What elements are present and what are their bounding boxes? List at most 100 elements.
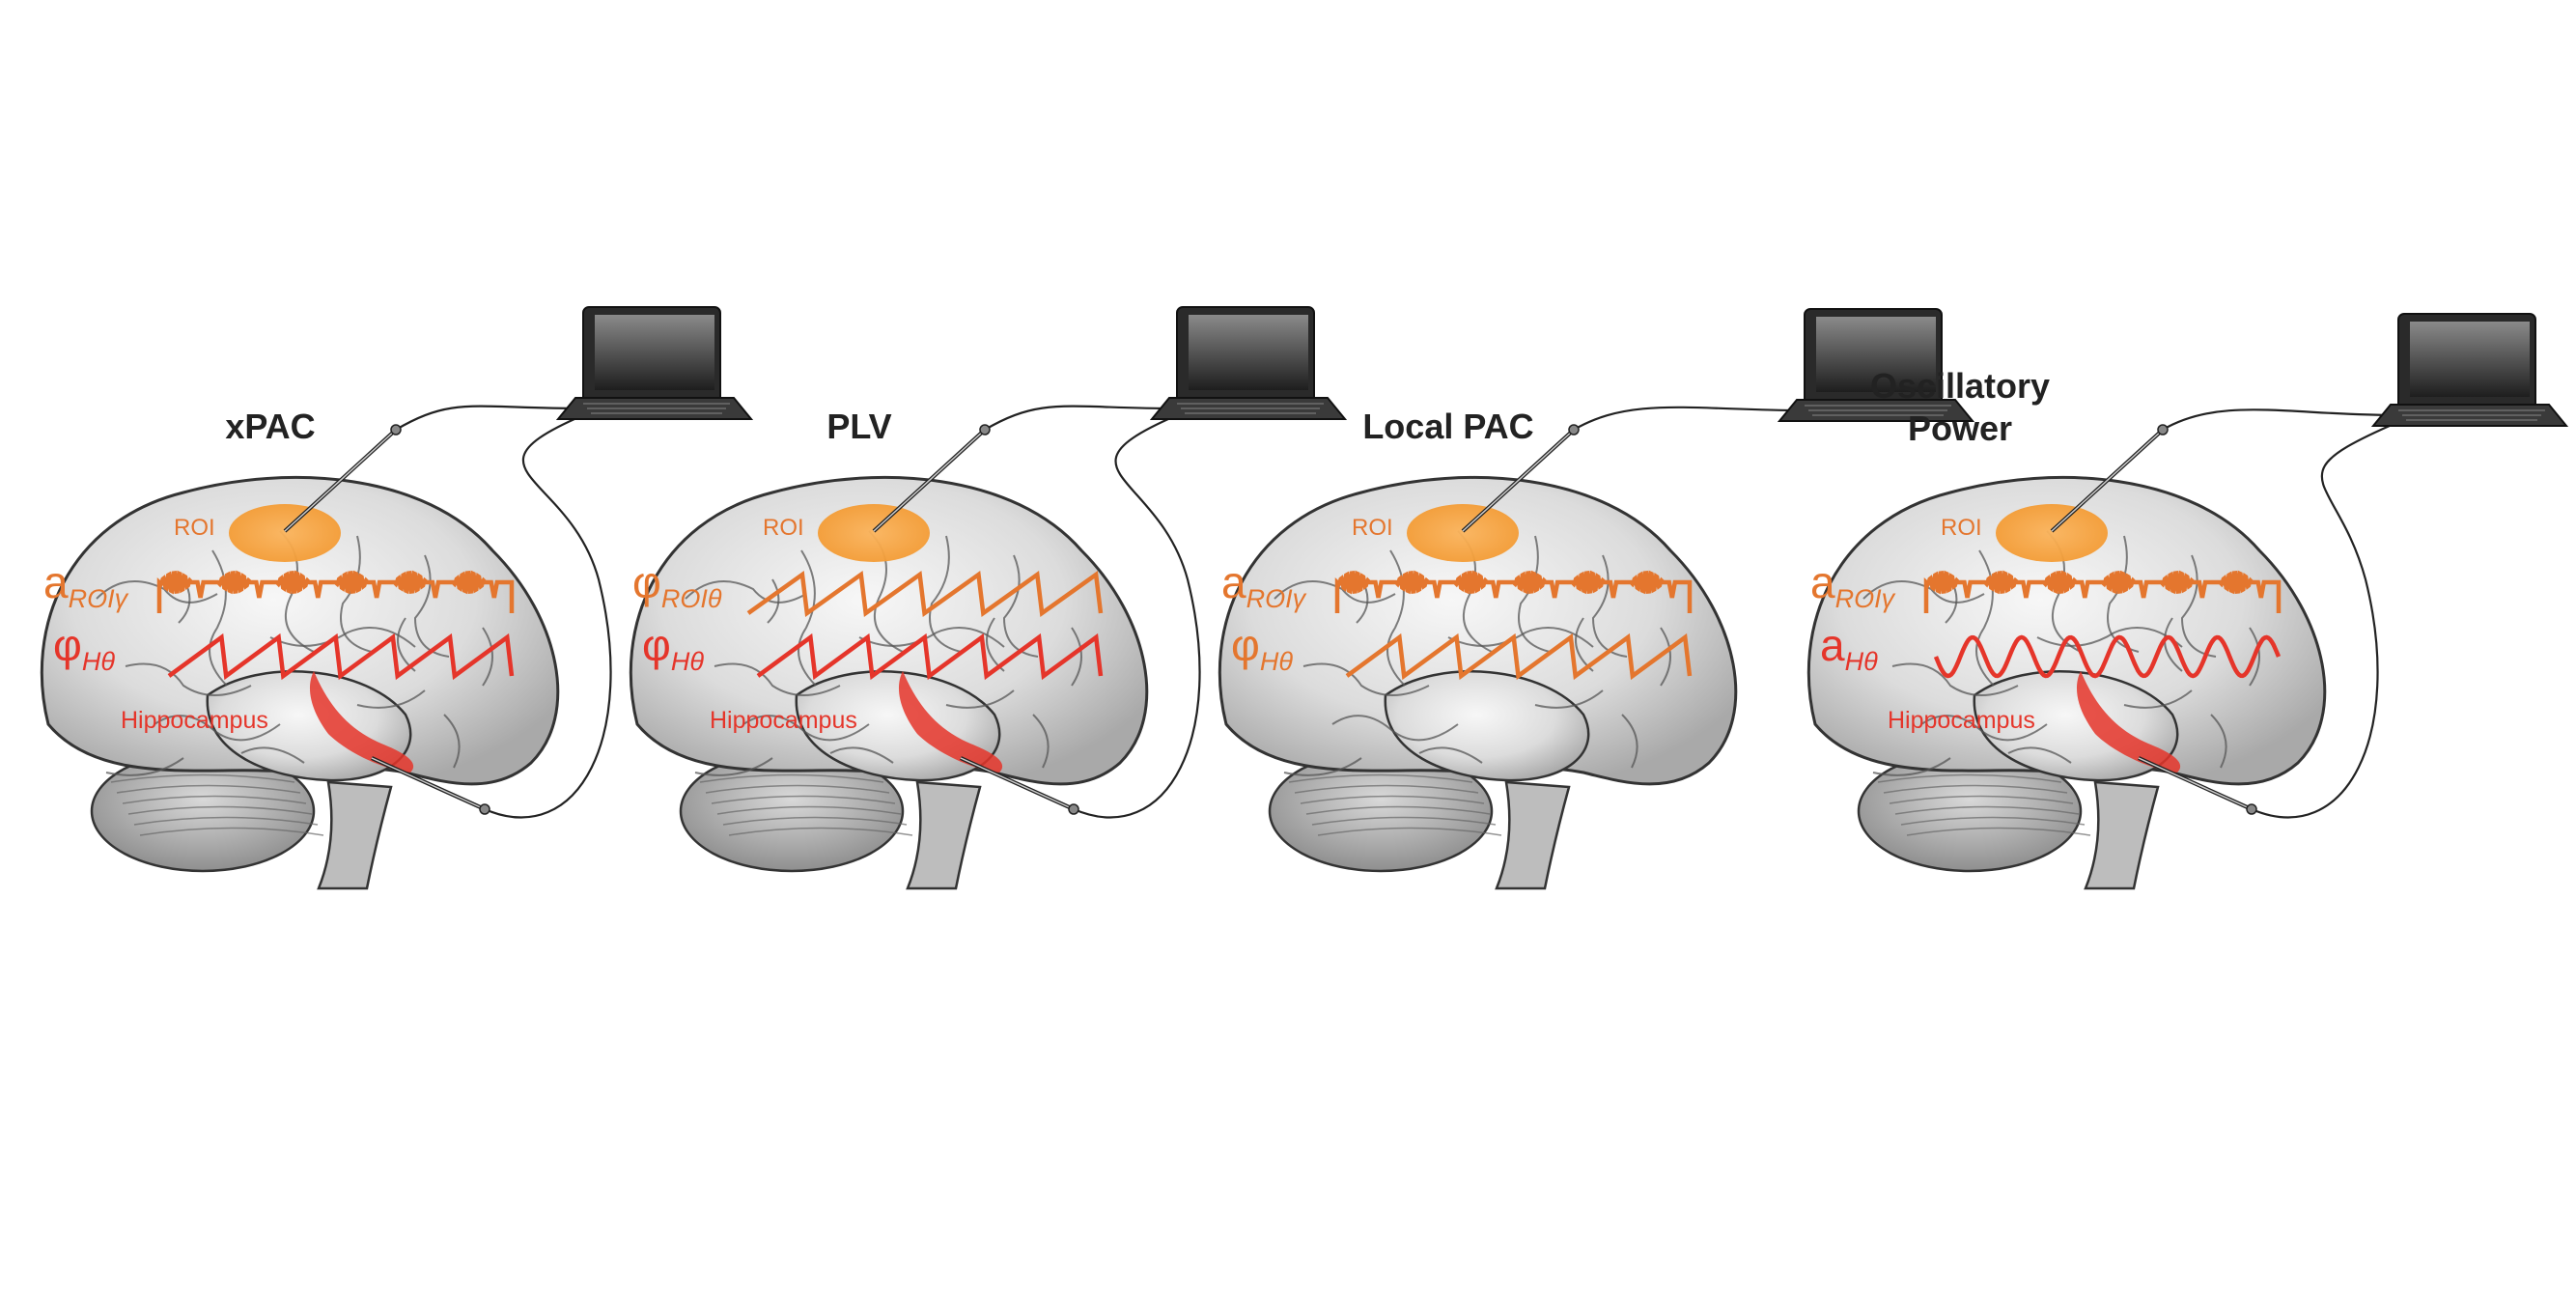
- signal-2-waveform: [1345, 632, 1693, 681]
- electrode-probe-highlight: [2138, 757, 2253, 810]
- brain-sulcus: [929, 535, 962, 653]
- brain-sulcus: [2036, 627, 2183, 648]
- cerebellum-fold: [139, 827, 324, 836]
- cerebellum-fold: [1288, 773, 1473, 783]
- brain-sulcus: [209, 549, 228, 687]
- roi-region: [818, 504, 930, 562]
- electrode-probe-highlight: [2051, 429, 2164, 532]
- brain-sulcus: [1872, 757, 1951, 776]
- brain-sulcus: [1920, 715, 2048, 742]
- signal-2-label-symbol: φ: [53, 620, 82, 670]
- brain-sulcus: [2249, 627, 2260, 687]
- brain-sulcus: [105, 757, 184, 776]
- roi-region: [1996, 504, 2108, 562]
- signal-2-waveform: [756, 632, 1104, 681]
- cerebellum-fold: [1906, 827, 2091, 836]
- laptop-screen: [2410, 322, 2530, 397]
- laptop-screen: [1816, 317, 1936, 392]
- signal-2-label-symbol: φ: [642, 620, 671, 670]
- panel-title-line1: xPAC: [225, 407, 316, 446]
- brain-sulcus: [1621, 714, 1638, 769]
- electrode-probe-highlight: [960, 757, 1075, 810]
- hippocampus-label: Hippocampus: [1888, 707, 2035, 734]
- signal-2-label: aHθ: [1820, 623, 1878, 684]
- brain-sulcus: [356, 689, 426, 709]
- roi-label: ROI: [174, 515, 215, 541]
- brain-sulcus: [1283, 757, 1362, 776]
- brain-sulcus: [1418, 746, 1483, 764]
- cerebellum-fold: [122, 795, 307, 804]
- laptop-screen: [1189, 315, 1308, 390]
- temporal-lobe: [1384, 670, 1590, 782]
- signal-2-label: φHθ: [53, 623, 115, 684]
- electrode-connector: [479, 803, 490, 815]
- brain-sulcus: [154, 715, 281, 742]
- signal-1-label-subscript: ROIγ: [1246, 584, 1306, 613]
- brain-sulcus: [945, 689, 1015, 709]
- hippocampus-label: Hippocampus: [121, 707, 268, 734]
- brain-sulcus: [2210, 714, 2227, 769]
- signal-1-waveform: [156, 570, 515, 613]
- cerebellum-fold: [1300, 795, 1485, 804]
- laptop-cable: [395, 405, 584, 431]
- panel-title: xPAC: [145, 406, 396, 448]
- brain-sulcus: [858, 627, 1005, 648]
- signal-1-label-subscript: ROIγ: [68, 584, 128, 613]
- brain-sulcus: [1386, 549, 1406, 687]
- cerebellum-fold: [699, 773, 884, 783]
- hippocampus-cable: [484, 413, 612, 819]
- cerebrum: [40, 475, 560, 786]
- brain-sulcus: [694, 757, 773, 776]
- brain-sulcus: [1660, 627, 1671, 687]
- laptop-cable: [1573, 406, 1806, 431]
- brain-sulcus: [714, 662, 841, 696]
- brain-sulcus: [1302, 662, 1430, 696]
- cerebellum-fold: [1883, 784, 2068, 794]
- brain-sulcus: [2164, 617, 2183, 672]
- cerebellum-fold: [1900, 816, 2086, 826]
- cerebellum-fold: [716, 805, 902, 815]
- signal-2-label-subscript: Hθ: [1259, 647, 1293, 676]
- cerebellum-fold: [1311, 816, 1497, 826]
- signal-2-waveform: [1933, 634, 2282, 679]
- cerebellum-fold: [1317, 827, 1502, 836]
- cerebellum-fold: [1305, 805, 1491, 815]
- laptop-cable: [2162, 408, 2399, 431]
- brain-sulcus: [1032, 714, 1050, 769]
- brain-sulcus: [767, 578, 780, 624]
- cerebellum-fold: [1877, 773, 2062, 783]
- brain-sulcus: [2180, 554, 2217, 658]
- electrode-connector: [1568, 424, 1580, 436]
- laptop-screen: [595, 315, 714, 390]
- signal-1-label-symbol: a: [1221, 557, 1246, 607]
- brain-sulcus: [829, 746, 894, 764]
- cerebellum-fold: [1294, 784, 1479, 794]
- hippocampus-label: Hippocampus: [710, 707, 857, 734]
- brain-sulcus: [269, 627, 416, 648]
- brain-sulcus: [685, 580, 807, 604]
- electrode-connector: [979, 424, 991, 436]
- brain-sulcus: [482, 627, 493, 687]
- brain-sulcus: [798, 549, 817, 687]
- hippocampus-region: [2076, 671, 2181, 773]
- electrode-probe-highlight: [873, 429, 986, 532]
- signal-2-label: φHθ: [642, 623, 704, 684]
- signal-2-label-subscript: Hθ: [670, 647, 704, 676]
- electrode-probe-highlight: [371, 757, 486, 810]
- cerebellum-fold: [722, 816, 908, 826]
- brain-sulcus: [1331, 715, 1459, 742]
- roi-region: [1407, 504, 1519, 562]
- panel-title: Local PAC: [1323, 406, 1574, 448]
- brain-sulcus: [1534, 689, 1604, 709]
- signal-2-waveform: [167, 632, 515, 681]
- electrode-probe-highlight: [284, 429, 397, 532]
- brain-sulcus: [1518, 535, 1551, 653]
- signal-1-waveform: [1923, 570, 2282, 613]
- brain-sulcus: [125, 662, 252, 696]
- cerebellum-fold: [705, 784, 890, 794]
- signal-2-label-subscript: Hθ: [1844, 647, 1878, 676]
- signal-2-label-symbol: φ: [1231, 620, 1260, 670]
- panel-3: [1218, 308, 1975, 890]
- panel-title-line2: Power: [1907, 408, 2013, 448]
